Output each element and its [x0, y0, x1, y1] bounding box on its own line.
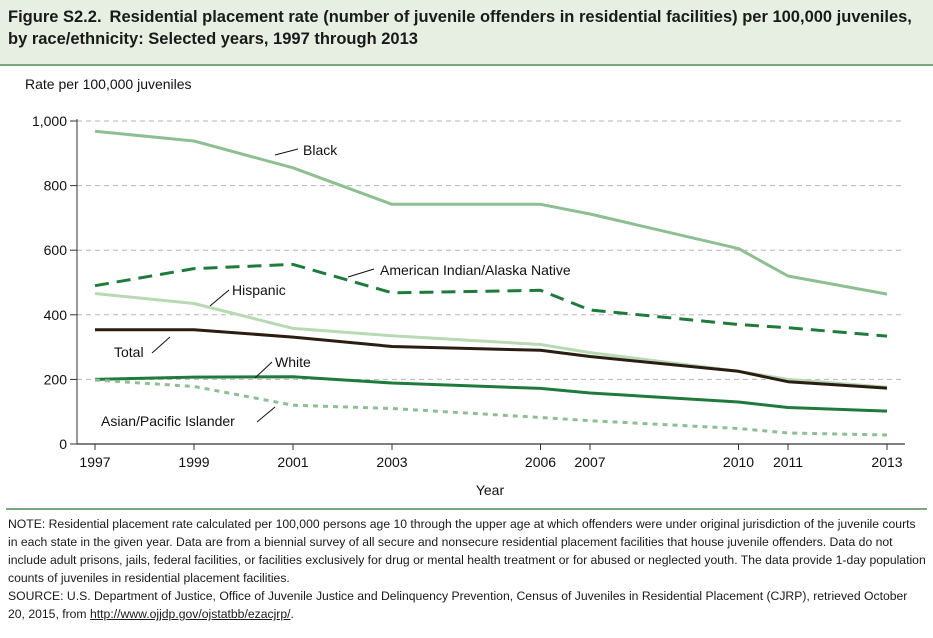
- figure-title: Figure S2.2. Residential placement rate (…: [8, 6, 923, 50]
- leader-line-black: [274, 148, 299, 156]
- x-tick-label: 2010: [723, 454, 754, 470]
- x-tick-label: 2011: [773, 454, 803, 470]
- x-axis-title: Year: [476, 482, 505, 498]
- source-text: SOURCE: U.S. Department of Justice, Offi…: [8, 587, 926, 623]
- series-label-asian-pacific-islander: Asian/Pacific Islander: [101, 413, 235, 429]
- leader-line-asian-pacific-islander: [256, 406, 276, 423]
- y-tick-label: 1,000: [32, 113, 67, 129]
- y-axis-title: Rate per 100,000 juveniles: [25, 76, 192, 92]
- line-chart: Rate per 100,000 juveniles 0 200 400 600 800 1…: [25, 76, 905, 498]
- y-tick-label: 0: [59, 436, 67, 452]
- y-tick-label: 800: [44, 178, 68, 194]
- x-tick-label: 2003: [376, 454, 407, 470]
- series-line-american-indian-alaska-native: [94, 262, 888, 338]
- grid-lines: [77, 120, 905, 380]
- series-label-total: Total: [114, 344, 144, 360]
- x-tick-label: 2001: [277, 454, 308, 470]
- series-line-black: [94, 129, 888, 296]
- y-tick-label: 600: [44, 242, 68, 258]
- leader-line-hispanic: [209, 289, 230, 307]
- source-end: .: [290, 607, 294, 621]
- x-tick-label: 1997: [79, 454, 110, 470]
- series-line-asian-pacific-islander: [94, 378, 888, 437]
- note-divider: [6, 508, 927, 510]
- x-tick-label: 1999: [178, 454, 209, 470]
- note-block: NOTE: Residential placement rate calcula…: [8, 515, 926, 623]
- series-label-white: White: [275, 354, 311, 370]
- series-line-white: [94, 375, 888, 413]
- series-line-hispanic: [94, 292, 888, 389]
- leader-line-white: [254, 361, 273, 379]
- series-layer: [94, 129, 888, 437]
- x-tick-label: 2006: [525, 454, 556, 470]
- figure-label: Figure S2.2.: [8, 8, 102, 26]
- y-tick-label: 200: [44, 371, 68, 387]
- series-label-black: Black: [303, 142, 338, 158]
- series-line-total: [95, 328, 888, 390]
- leader-line-total: [151, 336, 171, 354]
- note-text: NOTE: Residential placement rate calcula…: [8, 517, 926, 585]
- x-tick-label: 2013: [871, 454, 902, 470]
- figure-title-text: Residential placement rate (number of ju…: [8, 8, 912, 48]
- source-link[interactable]: http://www.ojjdp.gov/ojstatbb/ezacjrp/: [89, 607, 291, 621]
- source-body: SOURCE: U.S. Department of Justice, Offi…: [8, 589, 908, 621]
- leader-line-american-indian-alaska-native: [347, 268, 375, 278]
- axes: Rate per 100,000 juveniles 0 200 400 600 800 1…: [25, 76, 905, 498]
- figure-header: Figure S2.2. Residential placement rate (…: [0, 0, 933, 66]
- x-tick-label: 2007: [574, 454, 605, 470]
- series-label-hispanic: Hispanic: [232, 282, 286, 298]
- series-label-american-indian-alaska-native: American Indian/Alaska Native: [380, 262, 571, 278]
- y-tick-label: 400: [44, 307, 68, 323]
- series-labels: Black American Indian/Alaska Native Hispan…: [101, 142, 571, 429]
